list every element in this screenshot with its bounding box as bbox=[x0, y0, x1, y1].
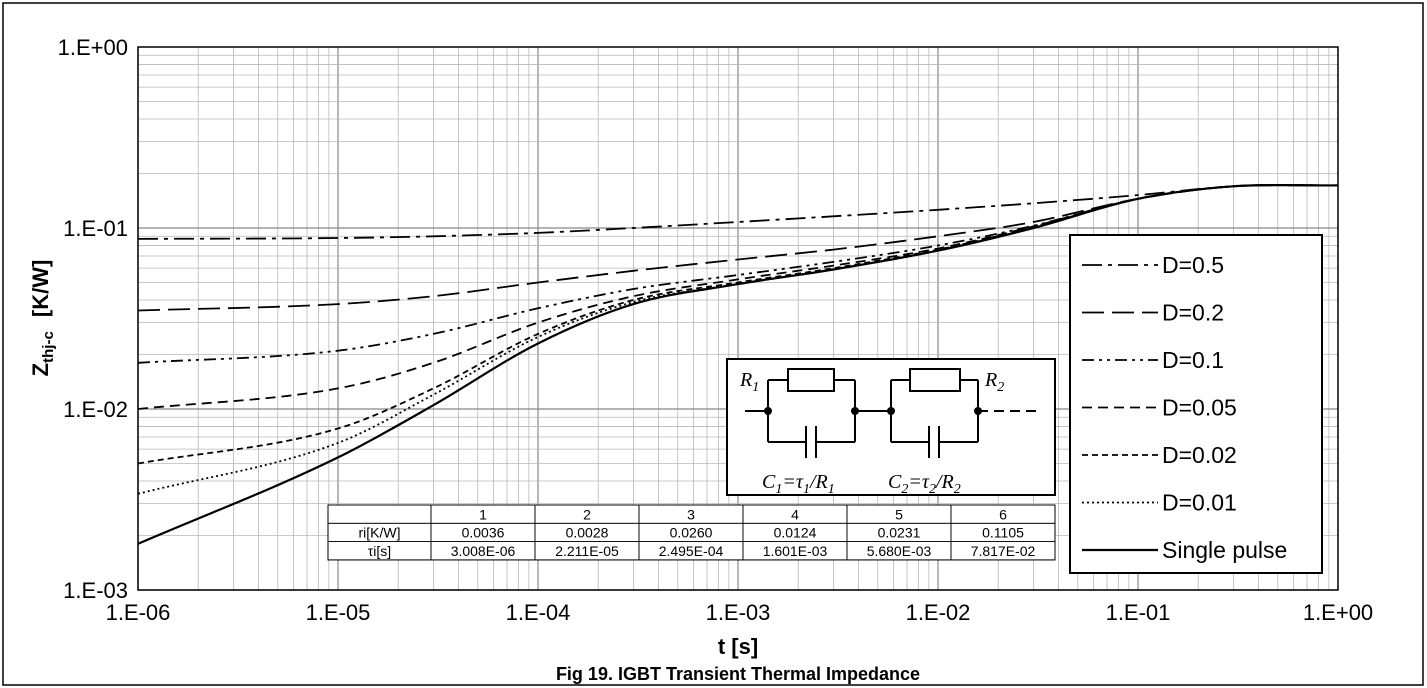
table-cell: 0.0124 bbox=[774, 525, 817, 541]
y-axis-title: Zthj-c [K/W] bbox=[28, 260, 57, 377]
table-cell: 1.601E-03 bbox=[763, 543, 828, 559]
legend-label-single-pulse: Single pulse bbox=[1162, 537, 1287, 563]
legend-label-d-0-02: D=0.02 bbox=[1162, 442, 1237, 468]
circuit-label-r2: R2 bbox=[984, 369, 1004, 395]
table-cell: 3.008E-06 bbox=[451, 543, 516, 559]
series-lines bbox=[137, 183, 1339, 545]
table-cell: 2.495E-04 bbox=[659, 543, 724, 559]
x-tick-label: 1.E-06 bbox=[106, 600, 171, 625]
x-tick-label: 1.E-03 bbox=[706, 600, 771, 625]
y-tick-labels: 1.E-03 1.E-02 1.E-01 1.E+00 bbox=[58, 35, 128, 603]
series-line-d-0-5 bbox=[137, 184, 1339, 240]
table-header-cell: 6 bbox=[999, 506, 1007, 522]
legend-label-d-0-5: D=0.5 bbox=[1162, 252, 1224, 278]
rc-circuit-inset: R1 R2 C1=τ1/R1 C2=τ2/R2 bbox=[726, 358, 1056, 497]
x-tick-label: 1.E+00 bbox=[1303, 600, 1373, 625]
x-tick-label: 1.E-01 bbox=[1106, 600, 1171, 625]
legend: D=0.5 D=0.2 D=0.1 D=0.05 D=0.02 D=0.01 Single … bbox=[1069, 234, 1323, 574]
parameter-table: 1 2 3 4 5 6 ri[K/W] 0.0036 0.0028 0.0260 0.0124 0.0… bbox=[327, 504, 1056, 561]
figure-caption: Fig 19. IGBT Transient Thermal Impedance bbox=[556, 664, 920, 684]
circuit-label-c2: C2=τ2/R2 bbox=[888, 471, 961, 497]
x-tick-labels: 1.E-06 1.E-05 1.E-04 1.E-03 1.E-02 1.E-01 1.E+… bbox=[106, 600, 1374, 625]
table-cell: 5.680E-03 bbox=[867, 543, 932, 559]
table-cell: 0.0260 bbox=[670, 525, 713, 541]
y-axis-title-unit: [K/W] bbox=[28, 260, 53, 317]
x-tick-label: 1.E-04 bbox=[506, 600, 571, 625]
table-header-cell: 3 bbox=[687, 506, 695, 522]
legend-box bbox=[1069, 234, 1323, 574]
legend-label-d-0-01: D=0.01 bbox=[1162, 490, 1237, 516]
table-cell: 0.0231 bbox=[878, 525, 921, 541]
table-cell: 0.1105 bbox=[982, 525, 1024, 541]
y-tick-label: 1.E-02 bbox=[63, 397, 128, 422]
legend-label-d-0-2: D=0.2 bbox=[1162, 300, 1224, 326]
y-tick-label: 1.E+00 bbox=[58, 35, 128, 60]
plot-area-border bbox=[137, 46, 1339, 591]
table-cell: 0.0028 bbox=[566, 525, 609, 541]
y-axis-title-sub: thj-c bbox=[40, 331, 57, 363]
x-axis-title: t [s] bbox=[718, 634, 758, 659]
x-tick-label: 1.E-05 bbox=[306, 600, 371, 625]
table-header-cell: 2 bbox=[583, 506, 591, 522]
circuit-label-c1: C1=τ1/R1 bbox=[762, 471, 835, 497]
y-tick-label: 1.E-01 bbox=[63, 216, 128, 241]
table-cell: 2.211E-05 bbox=[555, 543, 619, 559]
table-header-cell: 4 bbox=[791, 506, 799, 522]
table-cell: 7.817E-02 bbox=[971, 543, 1036, 559]
table-cell: τi[s] bbox=[368, 543, 391, 559]
table-cell: 0.0036 bbox=[462, 525, 505, 541]
table-header-cell: 1 bbox=[479, 506, 487, 522]
legend-label-d-0-1: D=0.1 bbox=[1162, 347, 1224, 373]
table-cell: ri[K/W] bbox=[359, 525, 401, 541]
circuit-label-r1: R1 bbox=[739, 369, 759, 395]
table-frame bbox=[327, 504, 1056, 561]
series-line-single-pulse bbox=[137, 183, 1339, 545]
table-header-cell: 5 bbox=[895, 506, 903, 522]
legend-label-d-0-05: D=0.05 bbox=[1162, 395, 1237, 421]
series-line-d-0-1 bbox=[137, 184, 1339, 364]
y-tick-label: 1.E-03 bbox=[63, 578, 128, 603]
x-tick-label: 1.E-02 bbox=[906, 600, 971, 625]
y-axis-title-main: Z bbox=[28, 363, 53, 376]
table-cell-border bbox=[950, 541, 1056, 561]
